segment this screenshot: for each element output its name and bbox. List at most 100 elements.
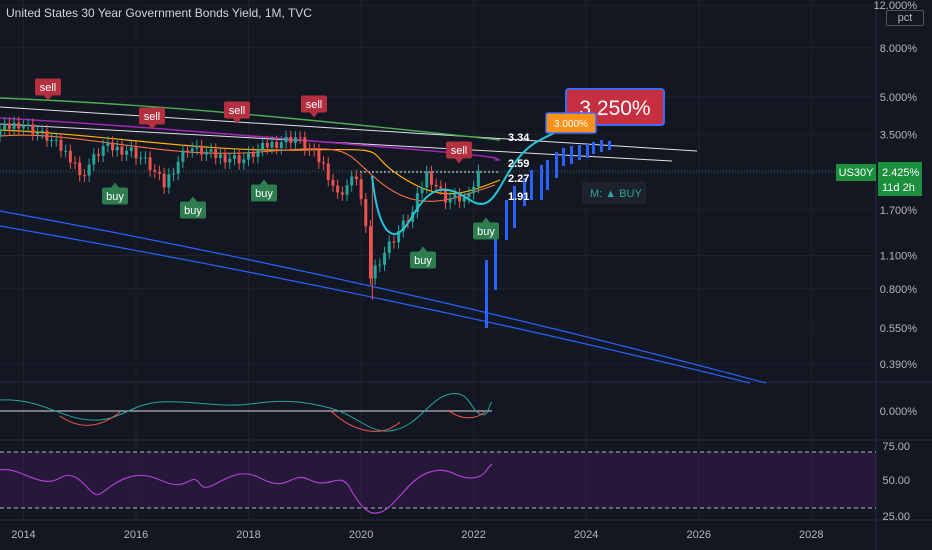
- small-target-box: [545, 112, 597, 134]
- candle-body: [251, 152, 255, 157]
- candle-body: [303, 137, 307, 150]
- signal-buy-tag: [251, 184, 277, 202]
- candle-body: [82, 175, 86, 177]
- candle-body: [129, 147, 133, 151]
- signal-buy: buy: [410, 246, 436, 269]
- annotations: 3.250%3.000% 3.34 2.59 2.27 1.91 M: ▲ BUY: [508, 88, 665, 204]
- signal-pointer: [310, 112, 318, 118]
- trend-line-white: [0, 106, 698, 152]
- signal-sell: sell: [35, 78, 61, 101]
- candle-body: [322, 162, 326, 164]
- signal-sell: sell: [446, 141, 472, 164]
- chart-title: United States 30 Year Government Bonds Y…: [6, 6, 312, 20]
- candle-body: [195, 145, 199, 149]
- candle-body: [242, 159, 246, 164]
- projection-bar: [523, 178, 526, 206]
- candle-body: [21, 126, 25, 129]
- candle-body: [415, 193, 419, 212]
- candle-body: [73, 162, 77, 164]
- signal-buy: buy: [102, 182, 128, 205]
- candle-body: [139, 157, 143, 159]
- signal-buy-label: buy: [255, 188, 273, 200]
- candle-body: [317, 150, 321, 163]
- unit-label[interactable]: pct: [886, 10, 924, 26]
- projection-bar: [600, 140, 603, 152]
- y-tick-label: 5.000%: [880, 92, 918, 104]
- candle-body: [364, 199, 368, 227]
- signal-buy-label: buy: [106, 191, 124, 203]
- signal-pointer: [189, 196, 197, 202]
- signals: sell sell sell sell sell buy buy buy buy buy: [35, 78, 499, 269]
- symbol-box: [836, 164, 876, 181]
- x-tick-label: 2022: [461, 529, 485, 541]
- candle-body: [472, 186, 476, 194]
- candle-body: [190, 148, 194, 152]
- rsi-band: [0, 452, 876, 508]
- y-tick-label: 1.700%: [880, 205, 918, 217]
- candle-body: [308, 149, 312, 151]
- candle-body: [275, 141, 279, 148]
- symbol-text: US30Y: [839, 167, 875, 179]
- rsi-pane: [0, 451, 876, 514]
- candle-body: [425, 171, 429, 188]
- signal-sell: sell: [139, 107, 165, 130]
- candle-body: [420, 187, 424, 194]
- candle-body: [59, 139, 63, 151]
- signal-pointer: [455, 158, 463, 164]
- oscillator-tick-label: 0.000%: [880, 406, 918, 418]
- candle-body: [96, 154, 100, 156]
- candle-body: [0, 129, 2, 136]
- signal-sell-tag: [139, 107, 165, 125]
- signal-buy-tag: [410, 251, 436, 269]
- candle-body: [392, 241, 396, 243]
- y-tick-label: 1.100%: [880, 250, 918, 262]
- candle-body: [228, 158, 232, 163]
- trend-curve-blue: [0, 210, 767, 384]
- candle-body: [78, 162, 82, 176]
- signal-buy-label: buy: [184, 205, 202, 217]
- candle-body: [45, 130, 49, 141]
- candle-body: [3, 123, 7, 130]
- projection-bar: [530, 170, 533, 200]
- candle-body: [265, 142, 269, 148]
- candle-body: [312, 149, 316, 151]
- projection-bars: [485, 140, 611, 328]
- rsi-tick-label: 25.00: [882, 511, 910, 523]
- rsi-line: [0, 463, 493, 514]
- candle-body: [106, 142, 110, 146]
- oscillator-line: [0, 393, 493, 432]
- y-tick-label: 3.500%: [880, 129, 918, 141]
- candle-body: [340, 192, 344, 195]
- candle-body: [284, 136, 288, 143]
- candle-body: [444, 188, 448, 203]
- signal-sell-label: sell: [40, 82, 57, 94]
- candle-body: [209, 149, 213, 152]
- candle-body: [467, 193, 471, 198]
- level-label: 3.34: [508, 132, 530, 144]
- signal-buy-label: buy: [414, 255, 432, 267]
- rsi-tick-label: 75.00: [882, 441, 910, 453]
- candle-body: [350, 176, 354, 186]
- candle-body: [176, 161, 180, 174]
- candle-body: [26, 124, 30, 127]
- price-value: 2.425%: [882, 167, 920, 179]
- y-tick-label: 0.800%: [880, 284, 918, 296]
- candle-body: [87, 164, 91, 176]
- y-tick-label: 0.550%: [880, 323, 918, 335]
- momentum-box: [582, 182, 646, 204]
- candle-body: [181, 150, 185, 162]
- candle-body: [289, 136, 293, 143]
- candle-body: [31, 124, 35, 135]
- signal-sell-label: sell: [306, 99, 323, 111]
- price-countdown: 11d 2h: [882, 182, 915, 194]
- signal-buy-tag: [102, 187, 128, 205]
- signal-sell-label: sell: [144, 111, 161, 123]
- signal-pointer: [111, 182, 119, 188]
- signal-pointer: [148, 124, 156, 130]
- candle-body: [125, 150, 129, 155]
- candle-body: [326, 163, 330, 180]
- projection-bar: [555, 152, 558, 178]
- candle-body: [293, 137, 297, 143]
- candle-body: [200, 145, 204, 155]
